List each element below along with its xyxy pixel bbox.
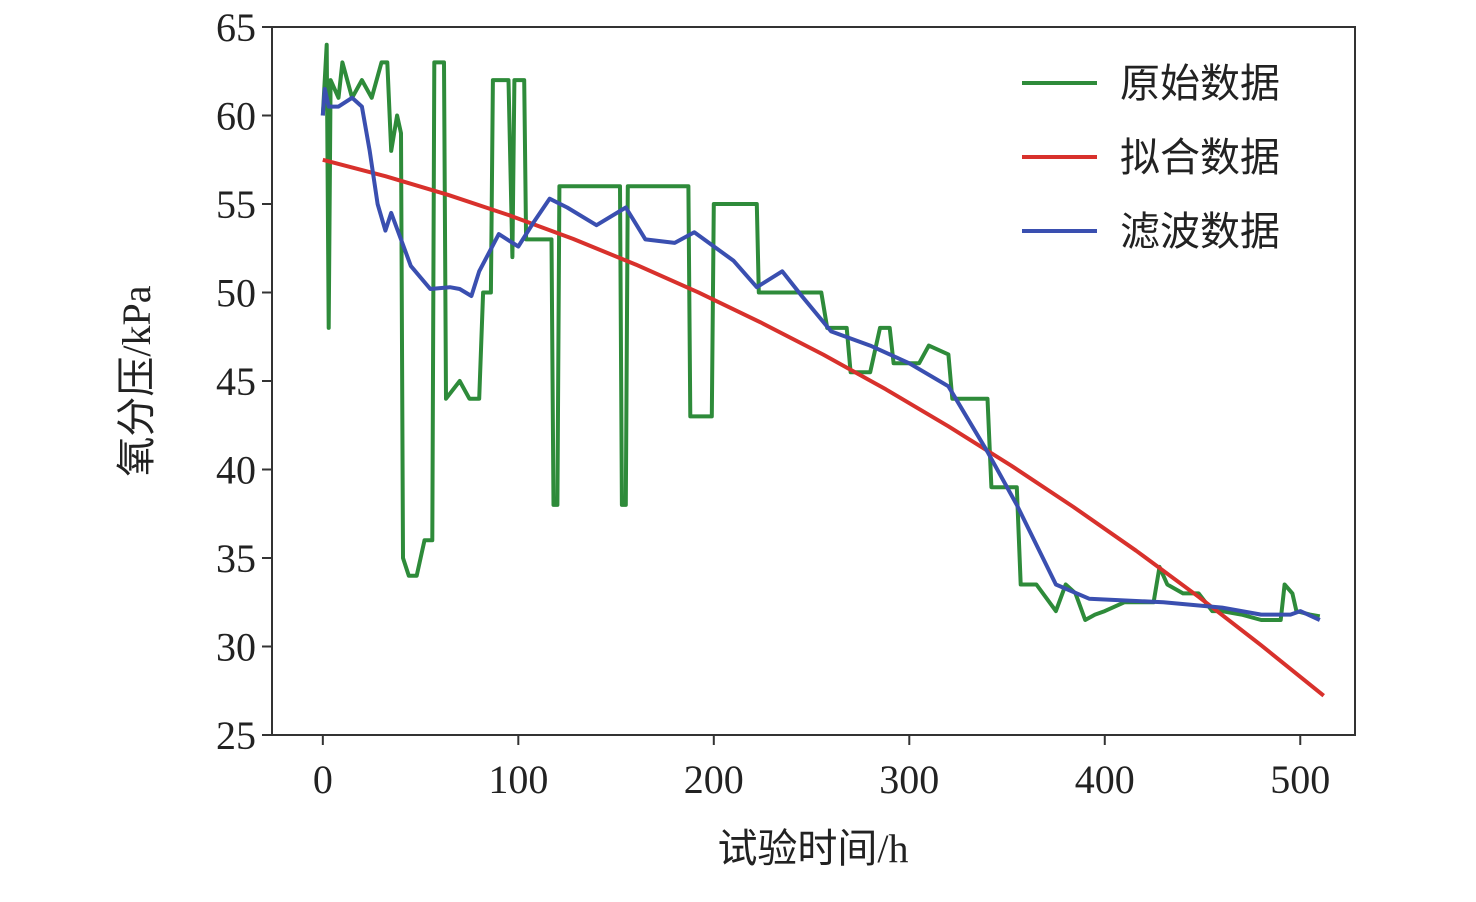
data-line	[322, 157, 1325, 698]
data-line	[320, 87, 1321, 622]
legend-label: 拟合数据	[1120, 135, 1280, 180]
y-tick-label: 45	[216, 359, 256, 404]
x-tick-label: 400	[1075, 757, 1135, 802]
y-tick-label: 50	[216, 271, 256, 316]
x-axis-label: 试验时间/h	[717, 826, 908, 871]
y-tick-label: 65	[216, 5, 256, 50]
x-tick-label: 500	[1270, 757, 1330, 802]
y-tick-label: 40	[216, 448, 256, 493]
y-tick-label: 55	[216, 182, 256, 227]
legend-label: 滤波数据	[1120, 209, 1280, 254]
y-axis-label: 氧分压/kPa	[114, 285, 159, 476]
y-tick-label: 25	[216, 713, 256, 758]
x-tick-label: 0	[313, 757, 333, 802]
x-tick-label: 200	[684, 757, 744, 802]
y-tick-label: 60	[216, 94, 256, 139]
data-line	[320, 42, 1321, 622]
x-tick-label: 300	[879, 757, 939, 802]
y-tick-label: 30	[216, 625, 256, 670]
x-tick-label: 100	[488, 757, 548, 802]
y-tick-label: 35	[216, 536, 256, 581]
legend-label: 原始数据	[1120, 61, 1280, 106]
